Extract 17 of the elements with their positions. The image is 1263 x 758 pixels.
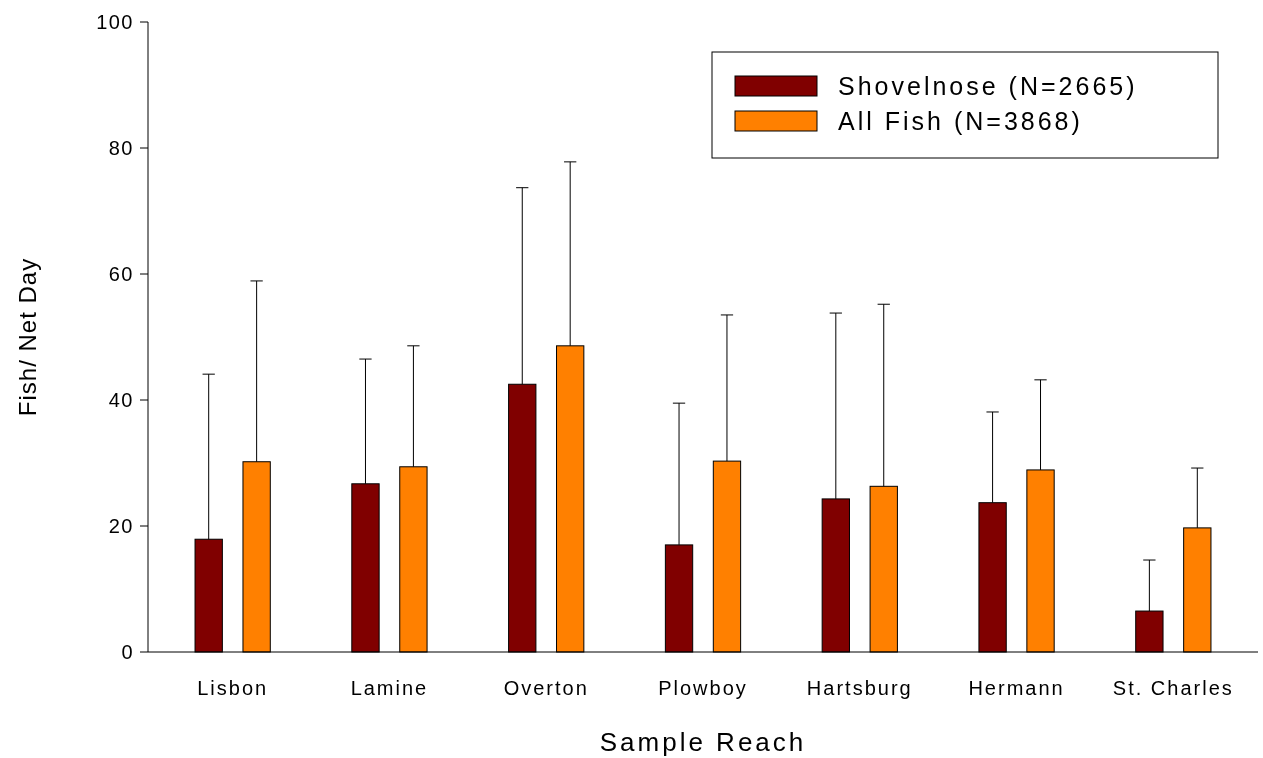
y-tick-label: 0 bbox=[121, 641, 134, 663]
x-axis-title: Sample Reach bbox=[599, 727, 807, 757]
y-tick-label: 100 bbox=[96, 11, 134, 33]
y-tick-label: 60 bbox=[108, 263, 134, 285]
y-tick-label: 80 bbox=[108, 137, 134, 159]
x-tick-label: Hermann bbox=[968, 677, 1065, 699]
x-tick-label: St. Charles bbox=[1112, 677, 1234, 699]
y-tick-label: 20 bbox=[108, 515, 134, 537]
legend-label: All Fish (N=3868) bbox=[838, 106, 1083, 135]
x-tick-label: Hartsburg bbox=[806, 677, 913, 699]
x-tick-label: Lisbon bbox=[197, 677, 269, 699]
y-axis-title: Fish/ Net Day bbox=[14, 257, 41, 417]
x-tick-label: Plowboy bbox=[658, 677, 748, 699]
x-tick-label: Overton bbox=[503, 677, 589, 699]
x-tick-label: Lamine bbox=[350, 677, 429, 699]
y-tick-label: 40 bbox=[108, 389, 134, 411]
legend-label: Shovelnose (N=2665) bbox=[838, 71, 1138, 100]
